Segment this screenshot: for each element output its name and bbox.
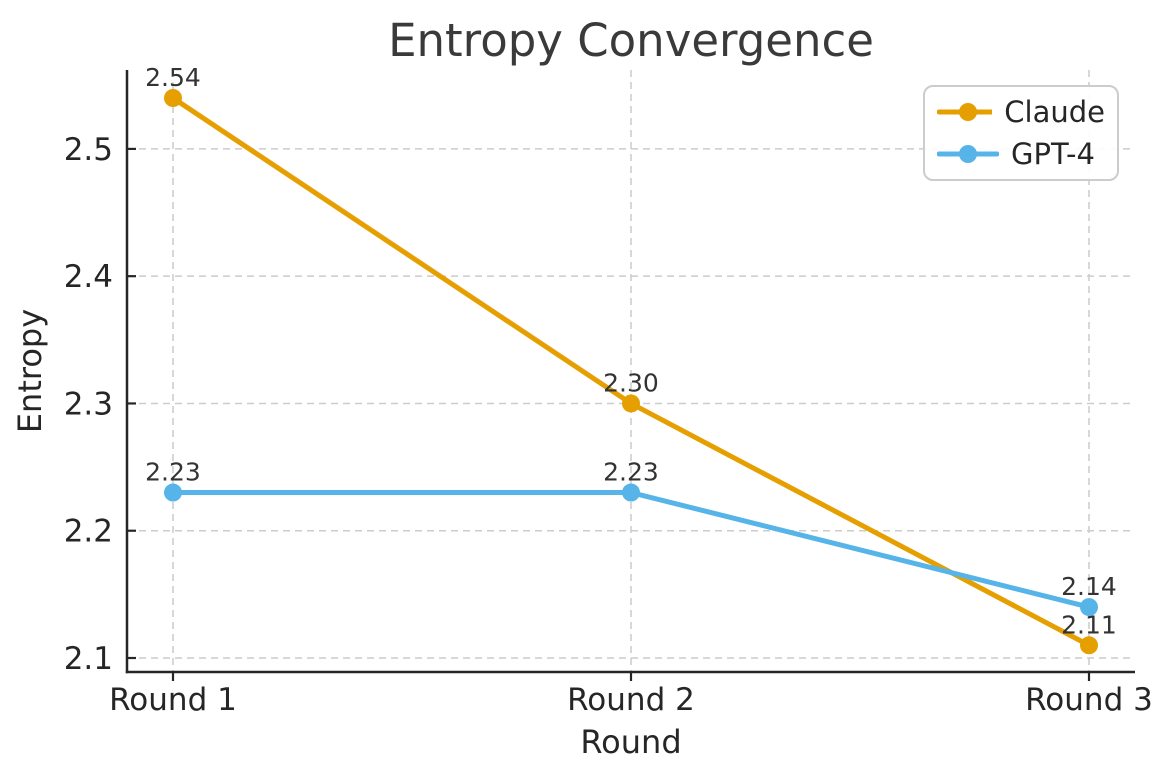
data-point-label: 2.54 [145, 63, 201, 92]
legend-line-marker-icon [937, 103, 993, 121]
y-tick-label: 2.5 [64, 132, 113, 168]
y-tick-label: 2.2 [64, 514, 113, 550]
legend-label: GPT-4 [1011, 137, 1095, 171]
data-point-label: 2.14 [1061, 572, 1117, 601]
data-point-claude [622, 394, 640, 413]
data-point-claude [164, 89, 182, 107]
x-tick-label: Round 3 [1025, 682, 1153, 718]
data-point-label: 2.23 [603, 458, 659, 487]
legend: Claude GPT-4 [923, 85, 1119, 181]
x-tick-label: Round 1 [109, 682, 237, 718]
data-point-gpt-4 [622, 483, 640, 502]
data-point-gpt-4 [164, 483, 182, 502]
data-point-label: 2.30 [603, 368, 659, 397]
y-tick-label: 2.1 [64, 641, 113, 677]
legend-label: Claude [1004, 95, 1105, 129]
x-tick-label: Round 2 [567, 682, 695, 718]
x-axis-label: Round [580, 723, 682, 761]
y-tick-label: 2.4 [64, 259, 113, 295]
data-point-claude [1080, 636, 1098, 655]
legend-item-claude: Claude [937, 95, 1105, 129]
data-point-label: 2.23 [145, 458, 201, 487]
data-point-gpt-4 [1080, 598, 1098, 617]
legend-item-gpt4: GPT-4 [937, 137, 1105, 171]
y-tick-label: 2.3 [64, 386, 113, 422]
legend-line-marker-icon [937, 145, 999, 163]
chart-title: Entropy Convergence [388, 14, 874, 67]
